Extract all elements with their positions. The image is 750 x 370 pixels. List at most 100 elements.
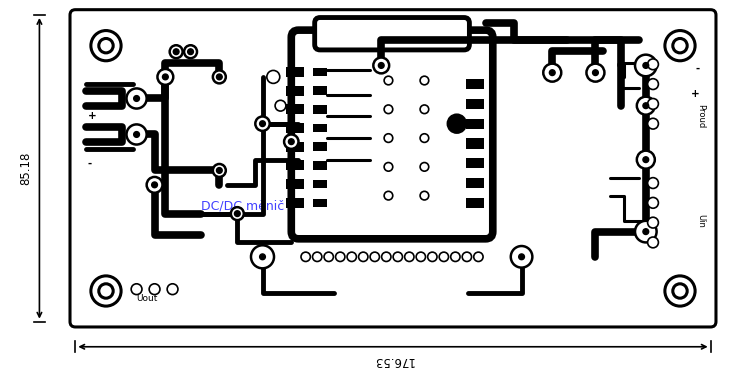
Bar xyxy=(466,99,484,109)
Bar xyxy=(313,199,327,207)
Circle shape xyxy=(91,276,121,306)
Circle shape xyxy=(163,74,168,80)
Circle shape xyxy=(647,178,658,188)
Circle shape xyxy=(511,246,532,268)
Circle shape xyxy=(647,59,658,70)
Circle shape xyxy=(149,284,160,295)
Circle shape xyxy=(673,284,687,298)
Circle shape xyxy=(99,38,113,53)
Circle shape xyxy=(184,45,197,58)
Circle shape xyxy=(637,97,655,115)
Circle shape xyxy=(592,70,598,75)
Bar xyxy=(313,86,327,95)
Text: -: - xyxy=(88,158,92,168)
Bar xyxy=(286,160,304,171)
Bar xyxy=(286,104,304,114)
Circle shape xyxy=(448,115,466,133)
Circle shape xyxy=(586,64,604,82)
Circle shape xyxy=(213,164,226,177)
Text: Uout: Uout xyxy=(136,294,158,303)
Circle shape xyxy=(420,162,429,171)
Circle shape xyxy=(152,182,157,188)
Bar xyxy=(286,85,304,95)
Circle shape xyxy=(134,95,140,101)
Circle shape xyxy=(275,100,286,111)
Circle shape xyxy=(474,252,483,262)
Circle shape xyxy=(420,105,429,114)
Text: 85.18: 85.18 xyxy=(20,152,32,185)
Circle shape xyxy=(370,252,380,262)
Circle shape xyxy=(665,31,695,61)
Circle shape xyxy=(324,252,334,262)
Circle shape xyxy=(170,45,183,58)
Circle shape xyxy=(378,63,384,68)
Bar xyxy=(313,124,327,132)
Circle shape xyxy=(451,252,460,262)
Text: 176.53: 176.53 xyxy=(373,354,413,367)
Bar xyxy=(466,178,484,188)
Circle shape xyxy=(91,31,121,61)
Circle shape xyxy=(643,103,649,108)
Circle shape xyxy=(420,76,429,85)
Circle shape xyxy=(127,124,147,145)
Circle shape xyxy=(647,198,658,208)
Text: +: + xyxy=(88,111,97,121)
Circle shape xyxy=(647,79,658,90)
Circle shape xyxy=(665,276,695,306)
Circle shape xyxy=(635,55,656,76)
Circle shape xyxy=(543,64,561,82)
Circle shape xyxy=(382,252,391,262)
Bar xyxy=(286,179,304,189)
Circle shape xyxy=(255,117,270,131)
Circle shape xyxy=(384,134,393,142)
Circle shape xyxy=(384,162,393,171)
Circle shape xyxy=(643,229,649,235)
Bar xyxy=(286,67,304,77)
Circle shape xyxy=(420,191,429,200)
Bar xyxy=(313,142,327,151)
FancyBboxPatch shape xyxy=(291,30,493,239)
Circle shape xyxy=(127,88,147,108)
Circle shape xyxy=(637,151,655,169)
Circle shape xyxy=(284,134,298,149)
Circle shape xyxy=(643,157,649,162)
Bar xyxy=(466,138,484,148)
Text: DC/DC měnič: DC/DC měnič xyxy=(201,200,284,213)
Circle shape xyxy=(673,38,687,53)
Text: Uin: Uin xyxy=(696,214,705,228)
Circle shape xyxy=(188,49,194,55)
Circle shape xyxy=(260,121,266,127)
Circle shape xyxy=(235,211,240,216)
Circle shape xyxy=(267,70,280,83)
FancyBboxPatch shape xyxy=(315,17,470,50)
Circle shape xyxy=(213,70,226,83)
Circle shape xyxy=(647,98,658,109)
Circle shape xyxy=(384,105,393,114)
Circle shape xyxy=(289,139,294,145)
Bar xyxy=(286,198,304,208)
Circle shape xyxy=(131,284,142,295)
Circle shape xyxy=(519,254,524,260)
FancyBboxPatch shape xyxy=(70,10,716,327)
Circle shape xyxy=(416,252,425,262)
Circle shape xyxy=(643,63,649,68)
Circle shape xyxy=(99,284,113,298)
Circle shape xyxy=(427,252,437,262)
Text: Proud: Proud xyxy=(696,104,705,129)
Circle shape xyxy=(260,254,266,260)
Circle shape xyxy=(647,118,658,129)
Circle shape xyxy=(134,132,140,137)
Circle shape xyxy=(231,207,244,220)
Bar xyxy=(313,105,327,114)
Bar xyxy=(313,180,327,188)
Circle shape xyxy=(550,70,555,75)
Circle shape xyxy=(358,252,368,262)
Circle shape xyxy=(393,252,403,262)
Bar xyxy=(313,68,327,76)
Circle shape xyxy=(313,252,322,262)
Circle shape xyxy=(147,177,163,193)
Circle shape xyxy=(635,221,656,242)
Circle shape xyxy=(462,252,472,262)
Circle shape xyxy=(158,69,173,85)
Text: -: - xyxy=(695,64,700,74)
